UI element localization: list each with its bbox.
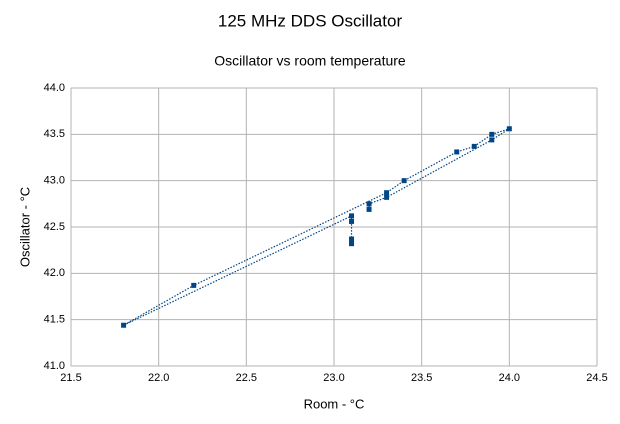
data-point [366,206,372,212]
x-tick-label: 24.5 [586,372,607,384]
data-point [506,126,512,132]
x-axis-label: Room - °C [304,396,365,411]
data-point [366,201,372,207]
y-axis-label: Oscillator - °C [17,187,32,267]
data-point [349,218,355,224]
y-tick-label: 43.5 [44,128,65,140]
x-tick-label: 24.0 [499,372,520,384]
data-point [349,241,355,247]
x-tick-label: 23.5 [411,372,432,384]
x-tick-label: 22.0 [148,372,169,384]
data-point [454,149,460,155]
data-point [349,236,355,242]
data-point [401,178,407,184]
data-point [384,194,390,200]
x-tick-label: 23.0 [323,372,344,384]
data-point [121,322,127,328]
y-tick-label: 41.0 [44,360,65,372]
chart-title: 125 MHz DDS Oscillator [218,11,403,30]
y-tick-label: 41.5 [44,314,65,326]
y-tick-label: 42.0 [44,267,65,279]
x-tick-label: 21.5 [60,372,81,384]
x-tick-label: 22.5 [236,372,257,384]
data-line [123,128,510,326]
y-tick-label: 44.0 [44,82,65,94]
data-point [489,131,495,137]
data-point [384,190,390,196]
data-point [471,143,477,149]
y-tick-label: 43.0 [44,175,65,187]
data-point [191,282,197,288]
chart-subtitle: Oscillator vs room temperature [214,53,406,69]
data-point [489,137,495,143]
data-point [349,213,355,219]
y-tick-label: 42.5 [44,221,65,233]
